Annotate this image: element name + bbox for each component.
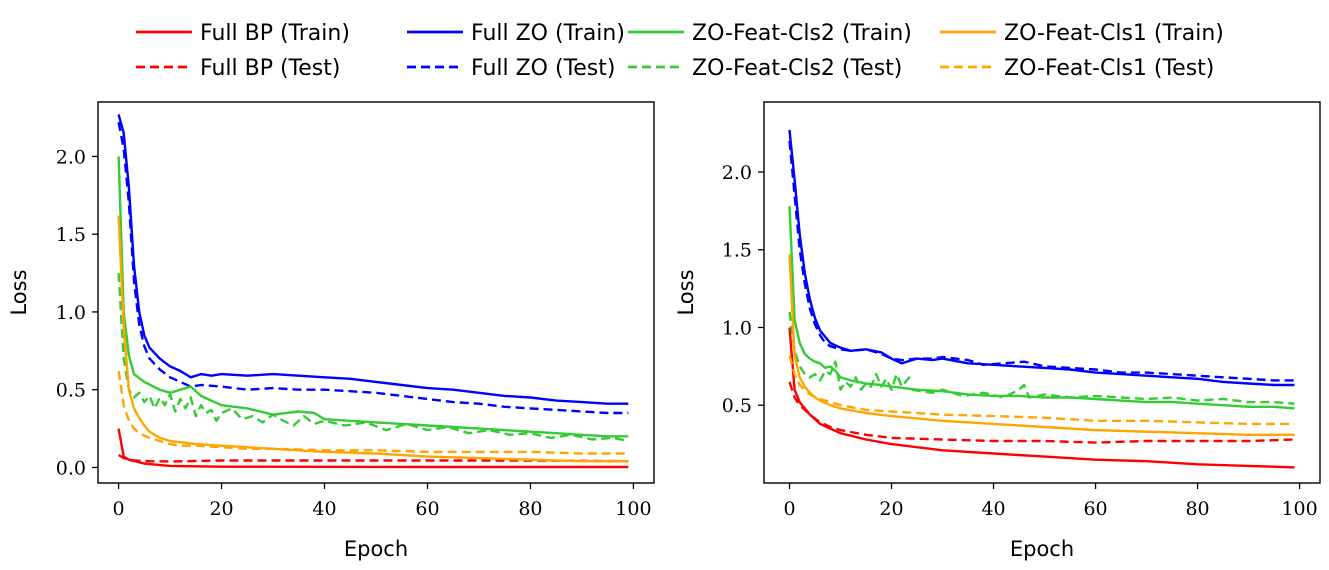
y-tick-label: 2.0 (56, 146, 86, 168)
y-tick-label: 2.0 (722, 162, 752, 184)
y-tick-label: 0.0 (56, 457, 86, 479)
series-line-zo-feat-cls2-test (117, 273, 629, 443)
right-loss-plot: 0 20 40 60 80 100 0.5 1.0 1.5 2.0 Epoch Loss (674, 101, 1321, 561)
series-line-zo-feat-cls1-train (117, 215, 629, 463)
series-line-zo-feat-cls2-test (788, 311, 913, 391)
legend-entry-zo-feat-cls2-test: ZO-Feat-Cls2 (Test) (628, 56, 902, 81)
right-axes-frame (763, 101, 1321, 484)
legend-entry-zo-feat-cls2-train: ZO-Feat-Cls2 (Train) (628, 21, 912, 46)
left-series-layer (117, 114, 629, 469)
legend-label: Full ZO (Train) (471, 21, 625, 46)
series-line-zo-feat-cls2-train (117, 156, 629, 438)
left-ticks: 0 20 40 60 80 100 0.0 0.5 1.0 1.5 2.0 (56, 146, 652, 520)
legend-label: Full BP (Test) (200, 56, 340, 81)
series-line-full-bp-test (788, 381, 1295, 444)
legend-label: ZO-Feat-Cls1 (Test) (1004, 56, 1214, 81)
left-axes-frame (97, 101, 655, 484)
series-line-full-zo-test (788, 140, 1295, 382)
x-tick-label: 20 (209, 498, 233, 520)
legend-label: Full BP (Train) (200, 21, 350, 46)
legend-entry-full-bp-train: Full BP (Train) (136, 21, 350, 46)
series-line-full-zo-train (788, 129, 1295, 387)
series-line-zo-feat-cls1-train (788, 254, 1295, 436)
y-tick-label: 1.0 (56, 302, 86, 324)
series-line-zo-feat-cls1-test (117, 370, 629, 455)
x-tick-label: 40 (312, 498, 336, 520)
x-tick-label: 0 (783, 498, 795, 520)
x-tick-label: 0 (113, 498, 125, 520)
legend-entry-zo-feat-cls1-train: ZO-Feat-Cls1 (Train) (940, 21, 1224, 46)
right-y-axis-label: Loss (674, 269, 698, 315)
series-line-zo-feat-cls2-test (911, 383, 1295, 405)
legend-label: ZO-Feat-Cls2 (Test) (692, 56, 902, 81)
y-tick-label: 1.5 (722, 240, 752, 262)
y-tick-label: 0.5 (722, 395, 752, 417)
legend: Full BP (Train) Full ZO (Train) ZO-Feat-Cl… (136, 21, 1224, 81)
y-tick-label: 1.0 (722, 317, 752, 339)
x-tick-label: 60 (415, 498, 439, 520)
left-y-axis-label: Loss (7, 269, 31, 315)
legend-label: ZO-Feat-Cls1 (Train) (1004, 21, 1224, 46)
left-x-axis-label: Epoch (344, 537, 408, 561)
series-line-full-zo-train (117, 114, 629, 405)
x-tick-label: 20 (879, 498, 903, 520)
series-line-zo-feat-cls1-test (788, 355, 1295, 426)
legend-entry-full-bp-test: Full BP (Test) (136, 56, 340, 81)
series-line-full-bp-test (117, 453, 629, 463)
x-tick-label: 80 (1185, 498, 1209, 520)
right-series-layer (788, 129, 1295, 469)
left-loss-plot: 0 20 40 60 80 100 0.0 0.5 1.0 1.5 2.0 Epoch Loss (7, 101, 655, 561)
x-tick-label: 100 (1281, 498, 1317, 520)
x-tick-label: 100 (615, 498, 651, 520)
legend-entry-full-zo-train: Full ZO (Train) (407, 21, 625, 46)
legend-entry-full-zo-test: Full ZO (Test) (407, 56, 615, 81)
right-ticks: 0 20 40 60 80 100 0.5 1.0 1.5 2.0 (722, 162, 1318, 520)
x-tick-label: 60 (1083, 498, 1107, 520)
legend-label: ZO-Feat-Cls2 (Train) (692, 21, 912, 46)
legend-label: Full ZO (Test) (471, 56, 615, 81)
y-tick-label: 1.5 (56, 224, 86, 246)
x-tick-label: 40 (981, 498, 1005, 520)
y-tick-label: 0.5 (56, 380, 86, 402)
legend-entry-zo-feat-cls1-test: ZO-Feat-Cls1 (Test) (940, 56, 1214, 81)
right-x-axis-label: Epoch (1010, 537, 1074, 561)
series-line-full-zo-test (117, 121, 629, 415)
x-tick-label: 80 (518, 498, 542, 520)
